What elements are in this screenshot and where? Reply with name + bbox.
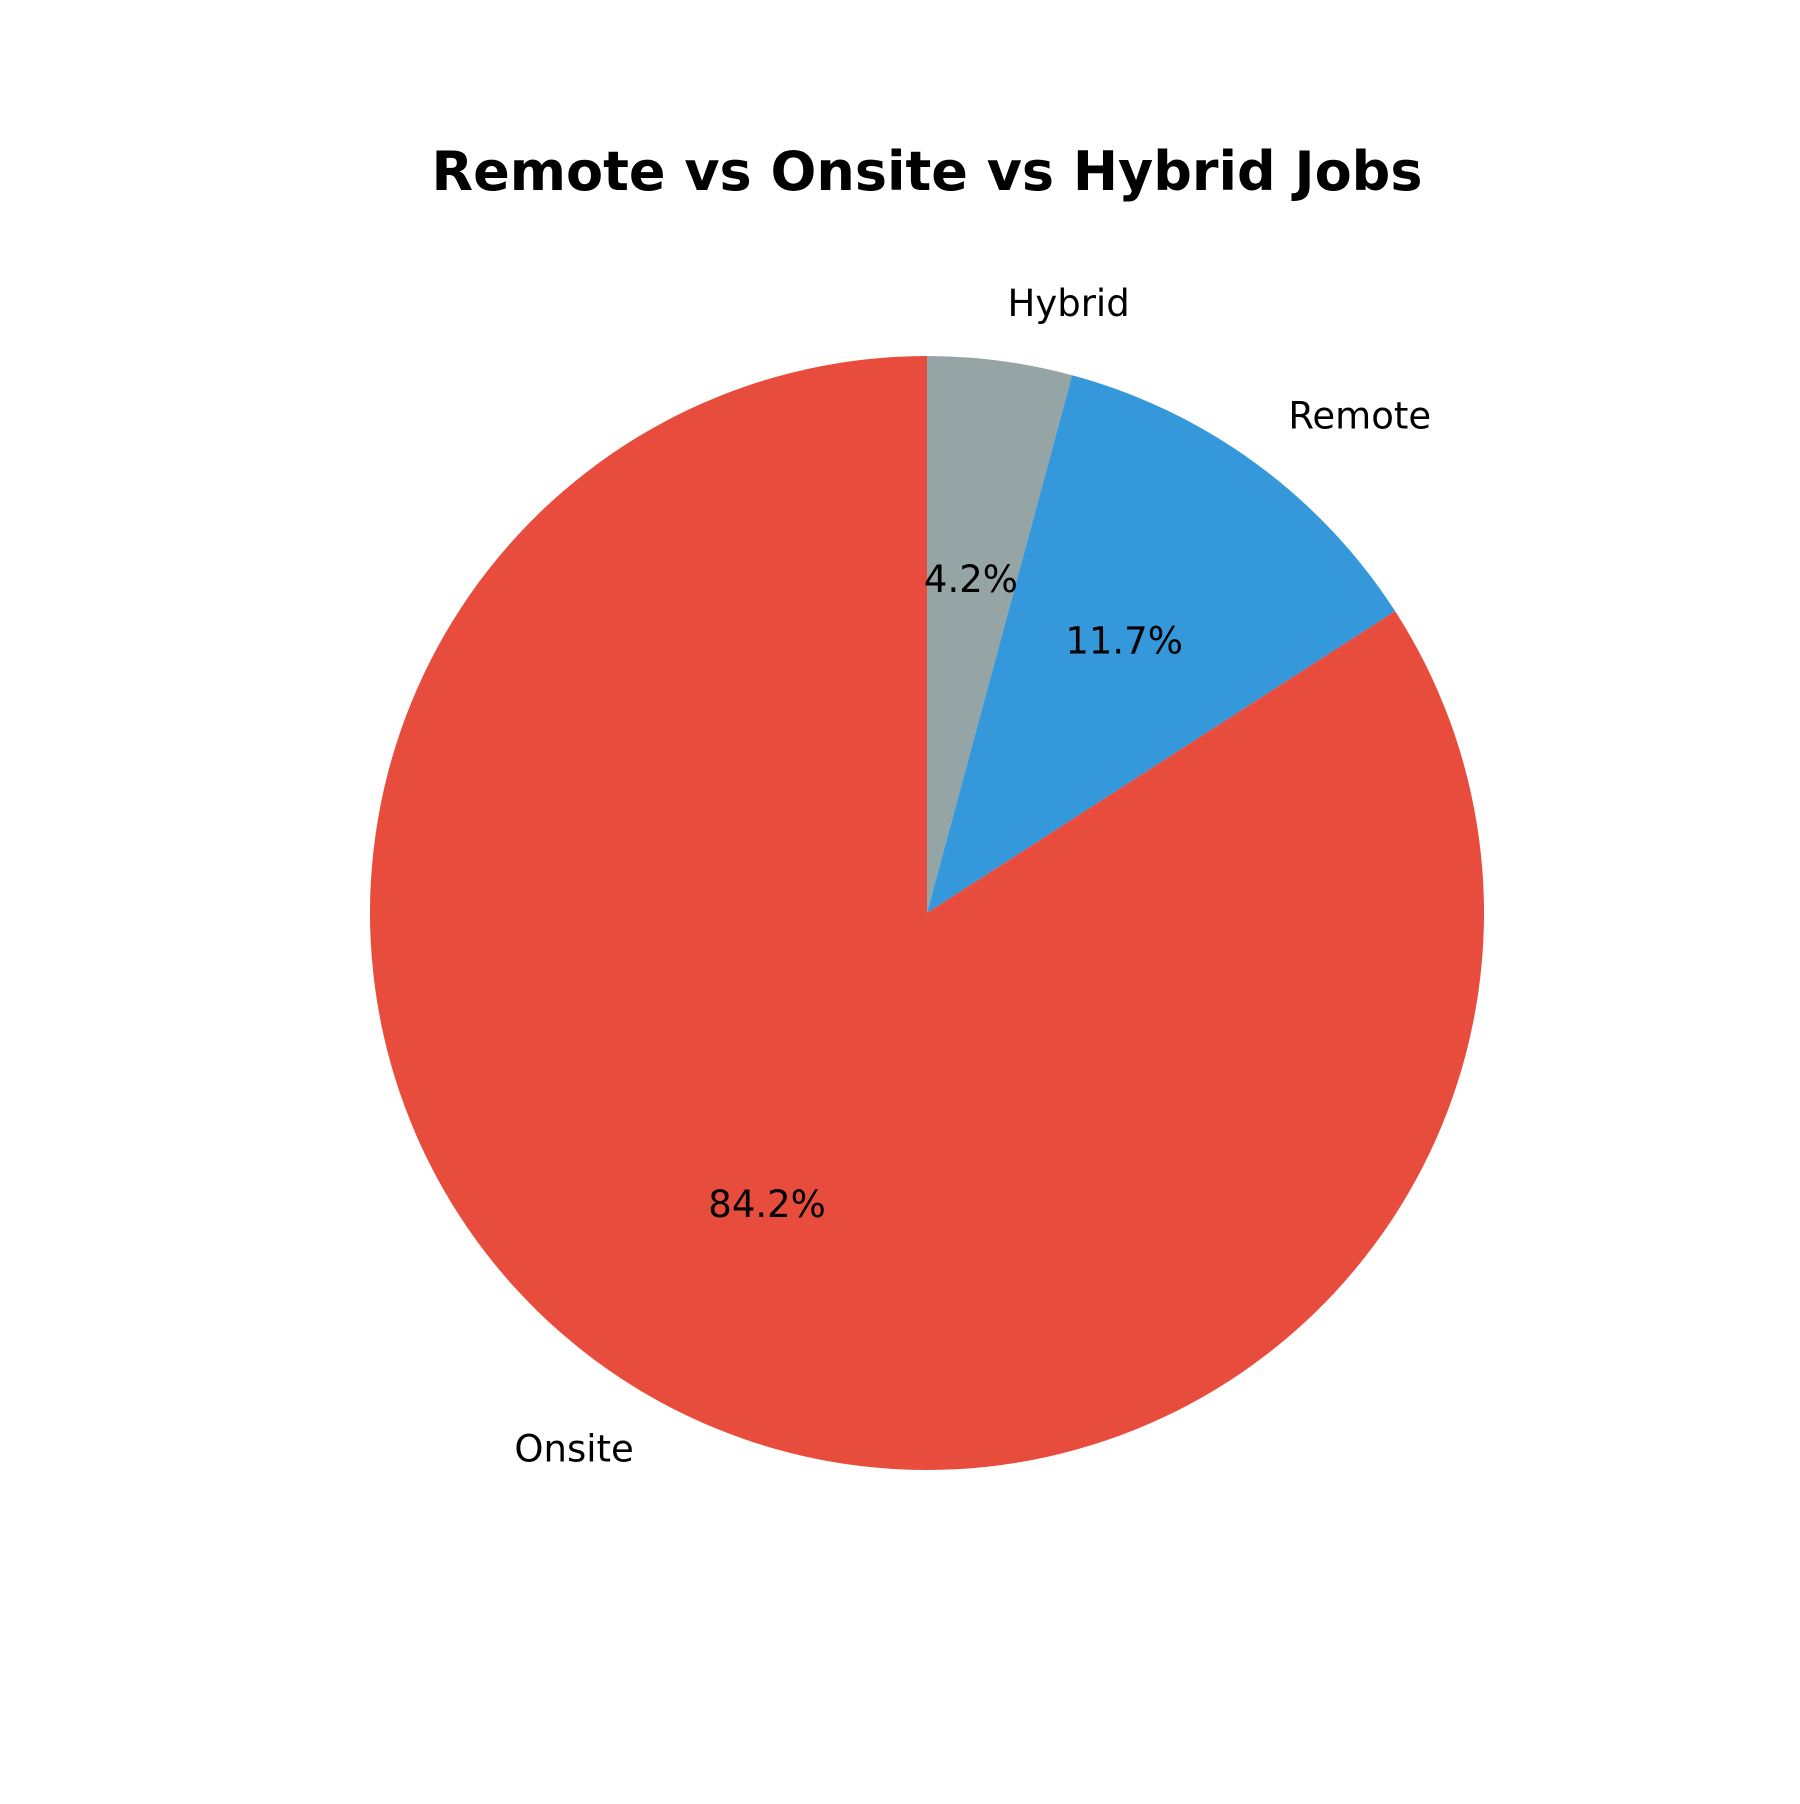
slice-percent-remote: 11.7% bbox=[1065, 620, 1183, 663]
slice-label-onsite: Onsite bbox=[514, 1427, 633, 1470]
pie-slice-hybrid bbox=[927, 356, 1073, 913]
slice-label-remote: Remote bbox=[1288, 395, 1431, 438]
slice-percent-onsite: 84.2% bbox=[708, 1183, 826, 1226]
chart-title: Remote vs Onsite vs Hybrid Jobs bbox=[432, 140, 1423, 203]
slice-percent-hybrid: 4.2% bbox=[924, 558, 1018, 601]
slice-label-hybrid: Hybrid bbox=[1008, 282, 1130, 325]
pie-slice-remote bbox=[927, 375, 1396, 913]
pie-slice-onsite bbox=[370, 356, 1485, 1470]
pie-slices bbox=[370, 356, 1485, 1470]
pie-labels: Hybrid 4.2% Remote 11.7% Onsite 84.2% bbox=[514, 282, 1431, 1470]
